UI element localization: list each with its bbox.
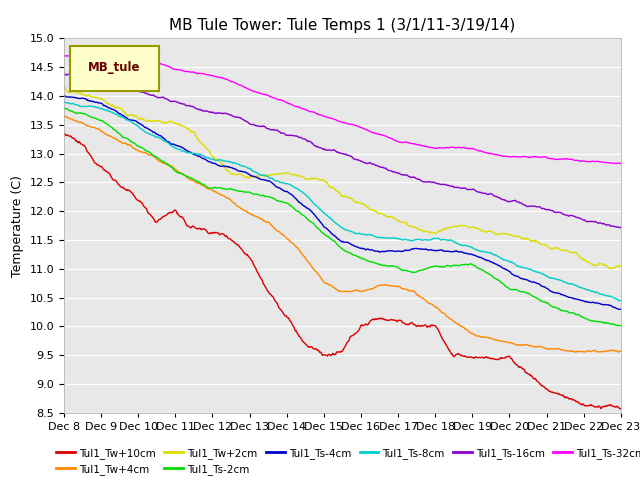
Title: MB Tule Tower: Tule Temps 1 (3/1/11-3/19/14): MB Tule Tower: Tule Temps 1 (3/1/11-3/19… [169,18,516,33]
Text: MB_tule: MB_tule [88,61,140,74]
Legend: Tul1_Tw+10cm, Tul1_Tw+4cm, Tul1_Tw+2cm, Tul1_Ts-2cm, Tul1_Ts-4cm, Tul1_Ts-8cm, T: Tul1_Tw+10cm, Tul1_Tw+4cm, Tul1_Tw+2cm, … [56,448,640,475]
FancyBboxPatch shape [70,46,159,91]
Y-axis label: Temperature (C): Temperature (C) [11,175,24,276]
